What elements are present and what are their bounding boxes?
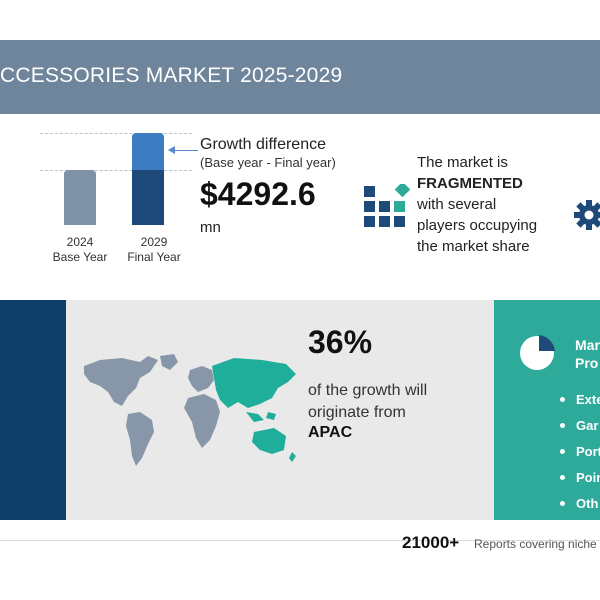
segments-title-line-1: Mar: [575, 337, 600, 353]
market-line-1: The market is: [417, 154, 508, 171]
region-panel: [66, 300, 494, 520]
growth-title: Growth difference: [200, 136, 326, 153]
world-map-icon: [84, 354, 296, 466]
bar-base-year: [64, 170, 96, 225]
growth-subtitle: (Base year - Final year): [200, 155, 336, 170]
segment-item: Gar: [560, 412, 600, 438]
bullet-icon: [560, 448, 565, 454]
growth-unit: mn: [200, 219, 221, 236]
market-line-5: the market share: [417, 238, 530, 255]
region-share-percent: 36%: [308, 324, 373, 360]
bar-final-year-growth: [132, 133, 164, 170]
guide-line-top: [40, 133, 192, 134]
segment-item: Oth: [560, 490, 600, 516]
guide-line-bottom: [40, 170, 192, 171]
report-title: CCESSORIES MARKET 2025-2029: [0, 64, 343, 87]
bar-caption-base: Base Year: [52, 250, 108, 264]
left-dark-strip: [0, 300, 66, 520]
bullet-icon: [560, 396, 565, 402]
reports-text: Reports covering niche: [474, 537, 597, 551]
segment-label: Port: [576, 443, 600, 459]
region-share-text: of the growth will originate from: [308, 380, 427, 424]
segment-label: Oth: [576, 495, 599, 511]
arrow-left-icon: [168, 146, 175, 154]
segment-item: Port: [560, 438, 600, 464]
title-band: [0, 40, 600, 114]
segments-title: Mar Pro: [575, 336, 600, 372]
region-name: APAC: [308, 424, 353, 441]
fragmented-blocks-icon: [364, 184, 411, 227]
segment-label: Exte: [576, 391, 600, 407]
bar-year-final: 2029: [140, 235, 168, 249]
growth-value: $4292.6: [200, 176, 316, 212]
reports-count: 21000+: [402, 533, 460, 552]
market-line-4: players occupying: [417, 217, 538, 234]
bullet-icon: [560, 474, 565, 480]
bar-label-base: 2024 Base Year: [42, 235, 118, 265]
bar-final-year-base: [132, 170, 164, 225]
region-text-line-1: of the growth will: [308, 382, 428, 399]
footer-divider: [0, 540, 600, 541]
segment-item: Exte: [560, 386, 600, 412]
bar-year-base: 2024: [66, 235, 94, 249]
gear-icon: [574, 200, 600, 230]
segments-title-line-2: Pro: [575, 355, 599, 371]
segments-list: Exte Gar Port Poin Oth: [560, 386, 600, 516]
segment-label: Poin: [576, 469, 600, 485]
bar-label-final: 2029 Final Year: [116, 235, 192, 265]
growth-arrow-line: [174, 150, 198, 151]
segments-panel: [494, 300, 600, 520]
pie-chart-icon: [520, 335, 555, 370]
region-text-line-2: originate from: [308, 404, 406, 421]
bullet-icon: [560, 500, 565, 506]
market-structure-text: The market is FRAGMENTED with several pl…: [417, 152, 537, 257]
market-line-3: with several: [417, 196, 497, 213]
bullet-icon: [560, 422, 565, 428]
growth-section: [0, 114, 600, 300]
bar-caption-final: Final Year: [127, 250, 181, 264]
segment-label: Gar: [576, 417, 599, 433]
segment-item: Poin: [560, 464, 600, 490]
market-emphasis: FRAGMENTED: [417, 175, 523, 192]
